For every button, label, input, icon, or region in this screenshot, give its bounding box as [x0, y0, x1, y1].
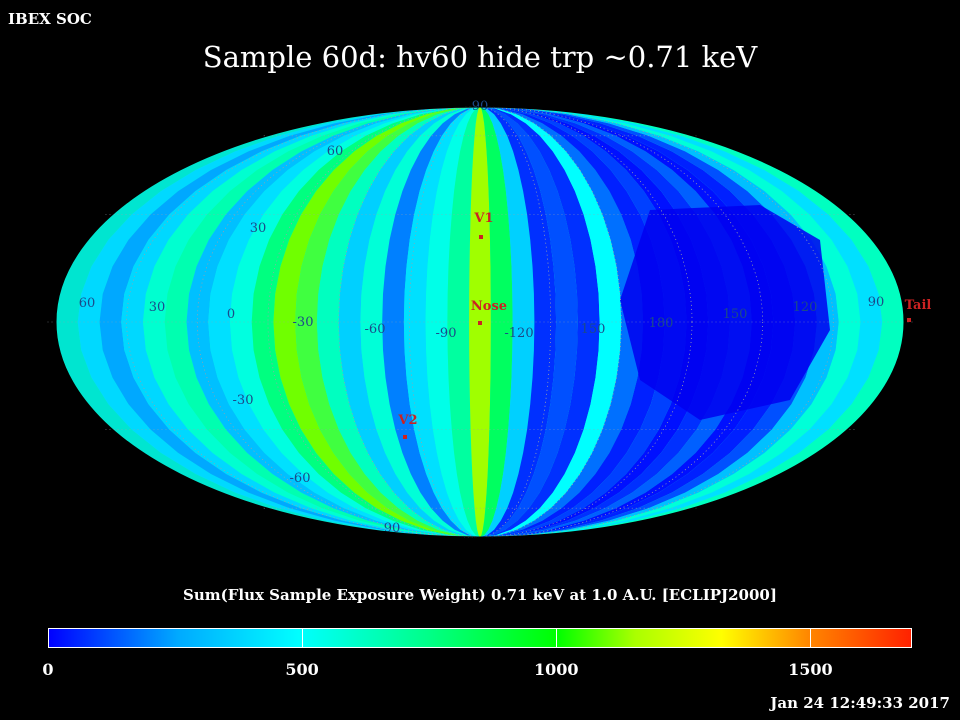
longitude-label: 30 [149, 300, 166, 315]
marker-point [479, 235, 483, 239]
colorbar-tick-label: 1000 [533, 660, 579, 679]
longitude-label: 90 [868, 295, 885, 310]
flux-band [382, 107, 480, 537]
marker-label: V1 [473, 211, 493, 226]
colorbar-title: Sum(Flux Sample Exposure Weight) 0.71 ke… [183, 586, 777, 604]
colorbar [48, 628, 912, 648]
longitude-label: -30 [293, 315, 314, 330]
flux-band [425, 107, 480, 537]
longitude-label: -60 [365, 322, 386, 337]
longitude-label: 120 [793, 300, 818, 315]
colorbar-tick-label: 500 [285, 660, 319, 679]
colorbar-tick [810, 628, 812, 648]
marker-label: Tail [905, 298, 932, 313]
flux-band [480, 107, 557, 537]
longitude-label: -90 [436, 326, 457, 341]
colorbar-tick [556, 628, 558, 648]
latitude-label: -60 [290, 471, 311, 486]
colorbar-tick-label: 1500 [788, 660, 833, 679]
flux-band [480, 107, 535, 537]
colorbar-tick-label: 0 [42, 660, 54, 679]
marker-point [478, 321, 482, 325]
timestamp: Jan 24 12:49:33 2017 [770, 694, 950, 712]
longitude-label: 60 [79, 296, 96, 311]
latitude-label: 60 [327, 144, 344, 159]
longitude-label: -120 [504, 326, 533, 341]
longitude-label: 150 [581, 322, 606, 337]
colorbar-tick [302, 628, 304, 648]
markers: V1 Nose V2 Tail [397, 211, 931, 439]
latitude-label: -30 [233, 393, 254, 408]
latitude-label: 90 [384, 521, 401, 536]
flux-band [480, 107, 578, 537]
org-label: IBEX SOC [8, 10, 92, 28]
marker-label: V2 [397, 413, 417, 428]
page-title: Sample 60d: hv60 hide trp ~0.71 keV [202, 40, 758, 74]
flux-band [403, 107, 480, 537]
longitude-label: 150 [723, 307, 748, 322]
longitude-label: 180 [649, 316, 674, 331]
marker-label: Nose [471, 299, 507, 314]
longitude-label: 0 [227, 307, 235, 322]
latitude-label: 30 [250, 221, 267, 236]
marker-point [907, 318, 911, 322]
marker-point [403, 435, 407, 439]
